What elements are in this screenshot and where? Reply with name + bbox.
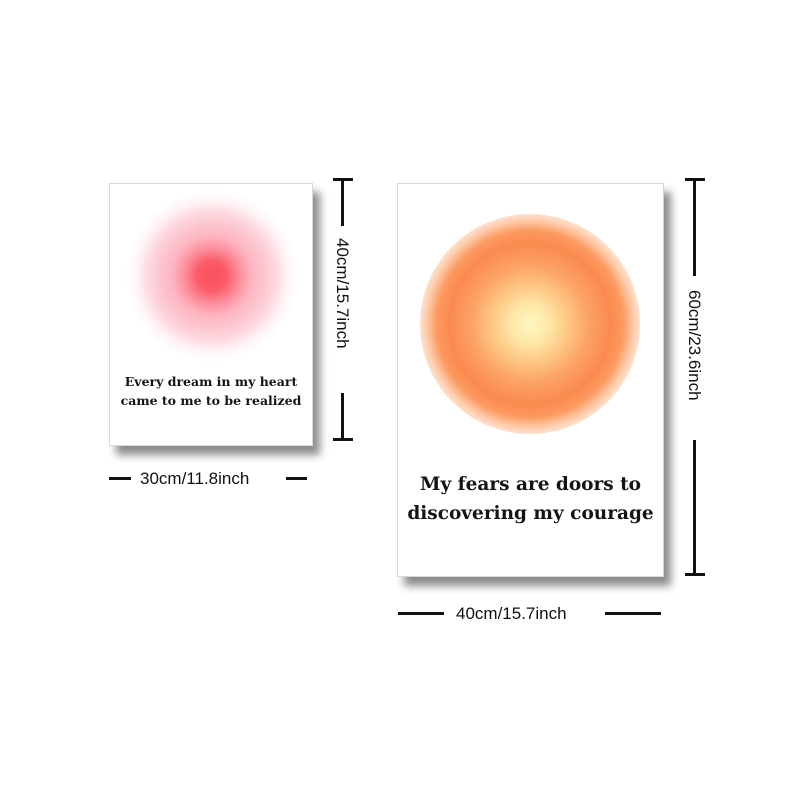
poster-quote: Every dream in my heart came to me to be… [120,374,302,408]
width-label: 40cm/15.7inch [456,604,567,623]
height-line-top [341,178,344,226]
width-line-left [109,477,131,480]
width-label: 30cm/11.8inch [140,469,250,488]
height-label: 40cm/15.7inch [333,238,352,349]
width-line-right [605,612,661,615]
poster-large: My fears are doors to discovering my cou… [397,183,664,577]
pink-aura-gradient [126,190,298,362]
height-tick-bottom [685,573,705,576]
height-line-bottom [341,393,344,440]
width-line-right [286,477,307,480]
height-line-bottom [693,440,696,575]
height-label: 60cm/23.6inch [685,290,704,401]
height-tick-bottom [333,438,353,441]
orange-aura-gradient [420,214,640,434]
width-line-left [398,612,444,615]
poster-quote: My fears are doors to discovering my cou… [407,474,654,524]
height-line-top [693,178,696,276]
poster-small: Every dream in my heart came to me to be… [109,183,313,446]
